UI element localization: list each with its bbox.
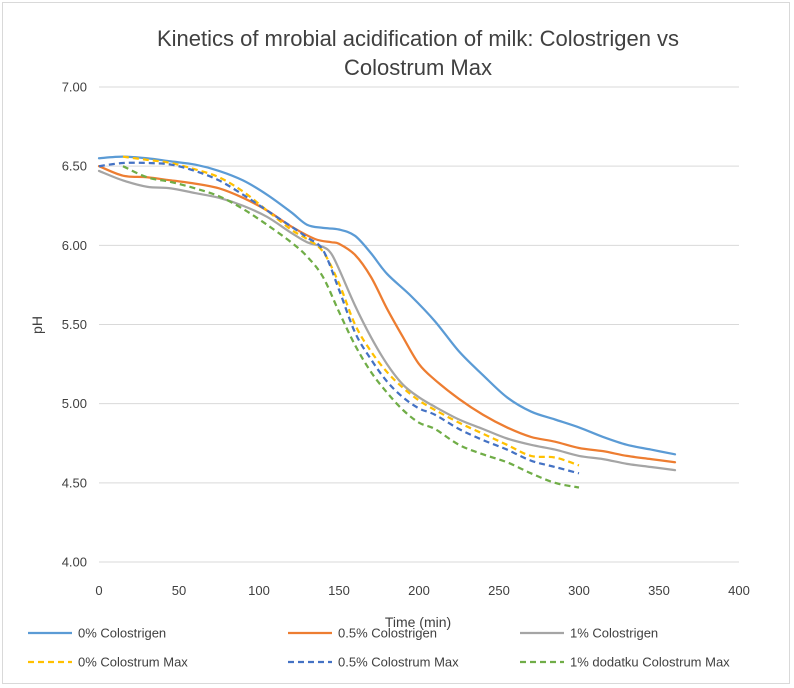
y-tick-label: 5.50 bbox=[62, 317, 87, 332]
legend-label-3: 0% Colostrum Max bbox=[78, 655, 188, 670]
y-tick-label: 5.00 bbox=[62, 396, 87, 411]
x-tick-labels: 0 50 100 150 200 250 300 350 400 bbox=[95, 583, 749, 598]
x-tick-label: 150 bbox=[328, 583, 350, 598]
series-line-3 bbox=[122, 155, 580, 467]
x-tick-label: 250 bbox=[488, 583, 510, 598]
legend-label-2: 1% Colostrigen bbox=[570, 626, 658, 641]
x-tick-label: 350 bbox=[648, 583, 670, 598]
x-tick-label: 100 bbox=[248, 583, 270, 598]
x-tick-label: 300 bbox=[568, 583, 590, 598]
y-tick-label: 7.00 bbox=[62, 80, 87, 95]
y-tick-label: 6.00 bbox=[62, 238, 87, 253]
y-tick-label: 4.00 bbox=[62, 555, 87, 570]
y-tick-label: 6.50 bbox=[62, 159, 87, 174]
x-tick-label: 0 bbox=[95, 583, 102, 598]
legend: 0% Colostrigen 0.5% Colostrigen 1% Colostr… bbox=[28, 626, 730, 670]
y-tick-label: 4.50 bbox=[62, 475, 87, 490]
x-tick-label: 400 bbox=[728, 583, 750, 598]
y-tick-labels: 4.00 4.50 5.00 5.50 6.00 6.50 7.00 bbox=[62, 80, 87, 570]
legend-label-4: 0.5% Colostrum Max bbox=[338, 655, 459, 670]
legend-label-1: 0.5% Colostrigen bbox=[338, 626, 437, 641]
series-lines bbox=[97, 155, 677, 489]
legend-label-5: 1% dodatku Colostrum Max bbox=[570, 655, 730, 670]
series-line-1 bbox=[97, 165, 677, 464]
series-line-5 bbox=[122, 165, 580, 489]
chart-title-line-1: Kinetics of mrobial acidification of mil… bbox=[157, 26, 679, 51]
y-axis-label: pH bbox=[29, 316, 45, 334]
series-line-0 bbox=[97, 155, 677, 456]
chart-title-line-2: Colostrum Max bbox=[344, 55, 492, 80]
x-axis-label: Time (min) bbox=[385, 614, 451, 630]
series-line-4 bbox=[98, 161, 580, 475]
legend-label-0: 0% Colostrigen bbox=[78, 626, 166, 641]
x-tick-label: 50 bbox=[172, 583, 186, 598]
series-line-2 bbox=[97, 169, 677, 472]
x-tick-label: 200 bbox=[408, 583, 430, 598]
